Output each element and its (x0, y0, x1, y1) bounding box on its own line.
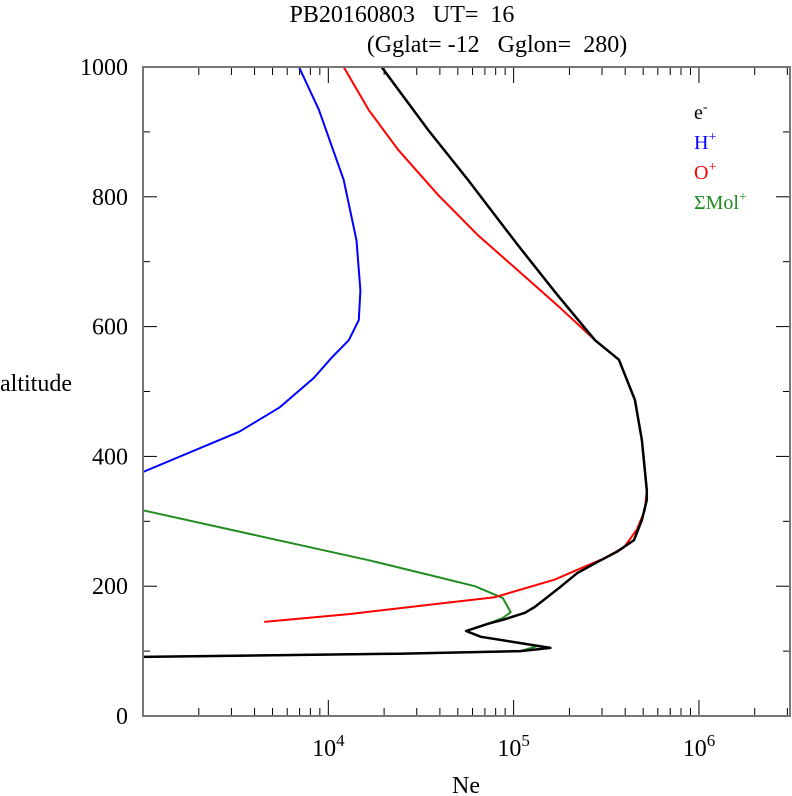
y-tick-label: 600 (92, 315, 128, 341)
plot-frame (142, 66, 791, 717)
y-axis-label: altitude (0, 371, 72, 397)
y-tick-label: 200 (92, 574, 128, 600)
y-tick-label: 0 (116, 704, 128, 730)
chart-title: PB20160803 UT= 16 (290, 2, 515, 28)
x-axis-label: Ne (452, 773, 480, 796)
y-tick-label: 800 (92, 185, 128, 211)
y-tick-label: 400 (92, 444, 128, 470)
legend-entry: H+ (694, 130, 716, 154)
legend-entry: e- (694, 100, 708, 124)
legend-entry: O+ (694, 160, 716, 184)
chart-subtitle: (Gglat= -12 Gglon= 280) (367, 32, 627, 58)
x-tick-label: 105 (497, 731, 530, 762)
series-line-1 (142, 66, 362, 473)
x-tick-label: 104 (312, 731, 345, 762)
legend-entry: ΣMol+ (694, 190, 747, 214)
y-tick-label: 1000 (80, 55, 128, 81)
x-tick-label: 106 (683, 731, 716, 762)
series-line-2 (264, 66, 648, 623)
series-line-0 (142, 66, 649, 659)
